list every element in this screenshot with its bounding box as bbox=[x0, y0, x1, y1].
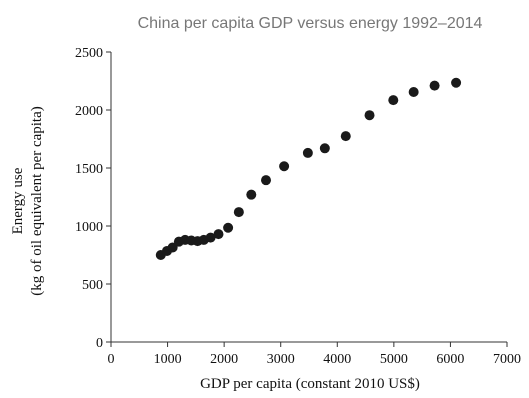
data-point bbox=[319, 143, 330, 154]
data-point bbox=[261, 175, 272, 186]
data-point bbox=[279, 161, 290, 172]
x-axis-ticks: 0 1000 2000 3000 4000 5000 6000 7000 bbox=[108, 342, 521, 367]
data-point bbox=[213, 229, 224, 240]
data-point bbox=[388, 95, 399, 106]
y-tick-label: 0 bbox=[96, 336, 103, 351]
x-tick-label: 1000 bbox=[154, 352, 182, 367]
y-axis-label-line-2: (kg of oil equivalent per capita) bbox=[29, 106, 45, 296]
y-tick-label: 2000 bbox=[75, 104, 103, 119]
data-point bbox=[364, 110, 375, 121]
x-tick-label: 7000 bbox=[493, 352, 521, 367]
x-tick-label: 3000 bbox=[267, 352, 295, 367]
data-point bbox=[246, 189, 257, 200]
y-tick-label: 1500 bbox=[75, 162, 103, 177]
x-axis-label: GDP per capita (constant 2010 US$) bbox=[200, 376, 420, 392]
data-point bbox=[205, 232, 216, 243]
data-point bbox=[429, 80, 440, 91]
y-axis-ticks: 0 500 1000 1500 2000 2500 bbox=[75, 46, 111, 351]
y-tick-label: 500 bbox=[82, 278, 103, 293]
x-tick-label: 5000 bbox=[380, 352, 408, 367]
data-point bbox=[408, 87, 419, 98]
data-point bbox=[223, 222, 234, 233]
data-point bbox=[340, 131, 351, 142]
axes bbox=[110, 52, 507, 343]
data-point bbox=[451, 77, 462, 88]
x-tick-label: 6000 bbox=[436, 352, 464, 367]
y-tick-label: 1000 bbox=[75, 220, 103, 235]
y-axis-label: Energy use (kg of oil equivalent per cap… bbox=[10, 106, 45, 296]
x-tick-label: 0 bbox=[108, 352, 115, 367]
data-point bbox=[302, 147, 313, 158]
data-point bbox=[233, 207, 244, 218]
y-tick-label: 2500 bbox=[75, 46, 103, 61]
chart-title: China per capita GDP versus energy 1992–… bbox=[138, 15, 483, 32]
x-tick-label: 2000 bbox=[210, 352, 238, 367]
x-tick-label: 4000 bbox=[323, 352, 351, 367]
y-axis-label-line-1: Energy use bbox=[10, 167, 26, 234]
data-points bbox=[155, 77, 462, 260]
